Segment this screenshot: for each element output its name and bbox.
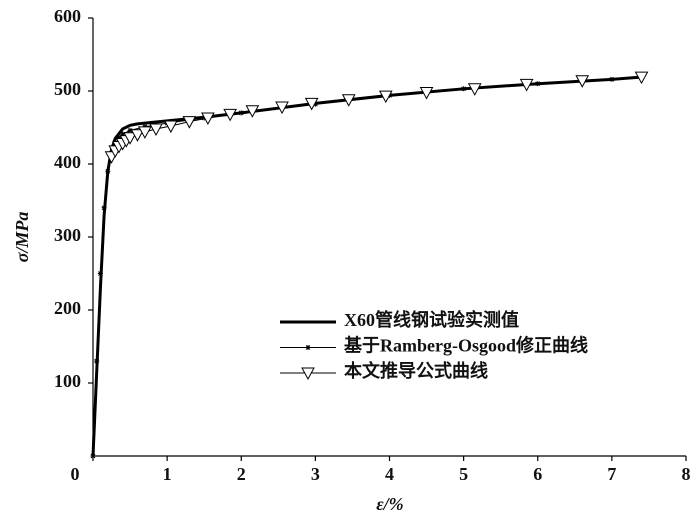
data-point <box>461 86 467 92</box>
data-point <box>94 358 100 364</box>
legend-label: X60管线钢试验实测值 <box>344 309 519 330</box>
legend-marker <box>305 345 311 350</box>
data-point <box>163 120 178 134</box>
data-point <box>182 116 197 129</box>
data-point <box>467 83 482 96</box>
data-point <box>120 131 126 137</box>
data-point <box>419 86 434 100</box>
legend-marker <box>301 367 315 381</box>
x-tick-label: 2 <box>237 464 246 484</box>
data-point <box>201 112 215 126</box>
x-axis-label: ε/% <box>376 494 403 514</box>
y-tick-label: 500 <box>54 79 81 99</box>
y-axis-label: σ/MPa <box>12 212 32 263</box>
y-tick-label: 200 <box>54 298 81 318</box>
x-tick-label: 0 <box>71 464 80 484</box>
data-point <box>101 205 107 211</box>
data-point <box>97 271 103 276</box>
data-point <box>275 101 289 115</box>
series-line <box>91 75 642 457</box>
y-tick-label: 400 <box>54 152 81 172</box>
y-tick-label: 100 <box>54 371 81 391</box>
data-point <box>378 90 393 104</box>
data-point <box>123 132 137 145</box>
data-point <box>341 94 356 107</box>
x-tick-label: 6 <box>533 464 542 484</box>
x-tick-label: 3 <box>311 464 320 484</box>
data-point <box>138 126 152 139</box>
y-tick-label: 600 <box>54 6 81 26</box>
legend-label: 基于Ramberg-Osgood修正曲线 <box>343 335 588 356</box>
data-point <box>127 127 133 133</box>
data-point <box>245 105 260 118</box>
data-point <box>312 101 318 107</box>
x-tick-label: 5 <box>459 464 468 484</box>
legend-label: 本文推导公式曲线 <box>344 360 488 381</box>
data-point <box>304 97 319 111</box>
data-point <box>90 453 96 459</box>
data-point <box>116 135 122 141</box>
data-point <box>105 168 111 174</box>
data-point <box>634 71 649 85</box>
data-point <box>575 75 590 88</box>
x-tick-label: 8 <box>682 464 691 484</box>
data-point <box>223 108 237 122</box>
x-tick-label: 7 <box>607 464 616 484</box>
data-point <box>130 129 145 142</box>
x-tick-label: 4 <box>385 464 394 484</box>
x-tick-label: 1 <box>163 464 172 484</box>
data-point <box>519 78 534 92</box>
data-point <box>149 123 163 137</box>
series-line <box>92 76 642 457</box>
y-tick-label: 300 <box>54 225 81 245</box>
